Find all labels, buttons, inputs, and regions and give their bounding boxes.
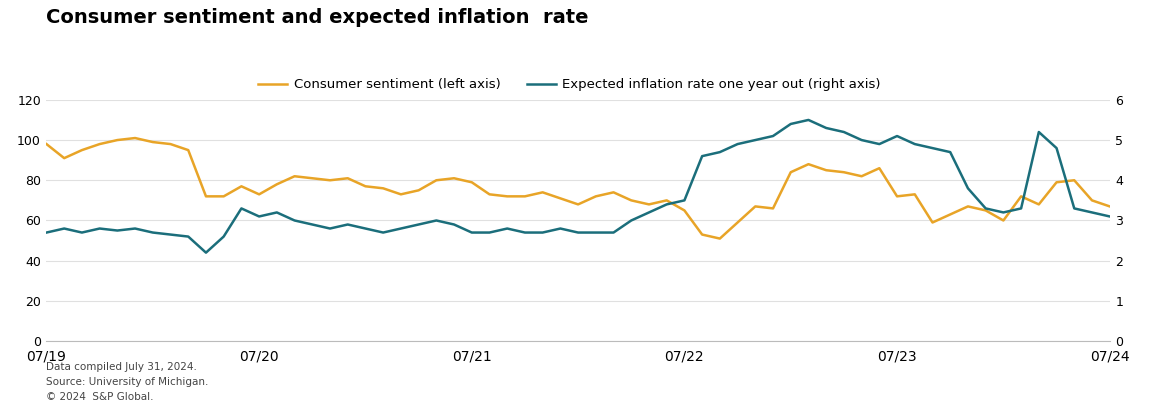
Text: Data compiled July 31, 2024.
Source: University of Michigan.
© 2024  S&P Global.: Data compiled July 31, 2024. Source: Uni… [46,362,209,401]
Text: Consumer sentiment and expected inflation  rate: Consumer sentiment and expected inflatio… [46,8,589,27]
Legend: Consumer sentiment (left axis), Expected inflation rate one year out (right axis: Consumer sentiment (left axis), Expected… [252,73,887,97]
